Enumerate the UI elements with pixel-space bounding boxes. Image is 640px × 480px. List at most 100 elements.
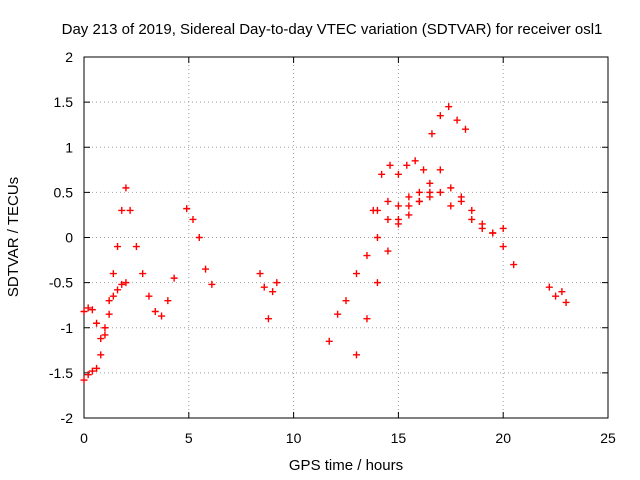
data-points	[80, 103, 570, 384]
y-tick-label: -0.5	[49, 275, 73, 291]
data-point	[468, 215, 476, 223]
data-point	[405, 193, 413, 201]
data-point	[256, 270, 264, 278]
data-point	[342, 297, 350, 305]
series-arc-8	[373, 188, 518, 269]
y-tick-label: 0.5	[54, 184, 74, 200]
data-point	[468, 206, 476, 214]
y-tick-label: -1.5	[49, 365, 73, 381]
data-point	[405, 211, 413, 219]
y-tick-label: 1	[65, 139, 73, 155]
data-point	[453, 116, 461, 124]
data-point	[114, 243, 122, 251]
series-arc-2	[80, 184, 130, 384]
data-point	[183, 205, 191, 213]
data-point	[378, 170, 386, 178]
data-point	[478, 220, 486, 228]
data-point	[558, 288, 566, 296]
data-point	[363, 315, 371, 323]
data-point	[552, 292, 560, 300]
x-tick-label: 10	[286, 430, 302, 446]
y-tick-label: -2	[61, 410, 74, 426]
data-point	[80, 308, 88, 316]
data-point	[126, 206, 134, 214]
data-point	[447, 202, 455, 210]
data-point	[325, 337, 333, 345]
data-point	[114, 286, 122, 294]
data-point	[420, 166, 428, 174]
data-point	[384, 215, 392, 223]
data-point	[109, 292, 117, 300]
data-point	[545, 283, 553, 291]
data-point	[334, 310, 342, 318]
x-tick-label: 20	[495, 430, 511, 446]
data-point	[195, 234, 203, 241]
data-point	[405, 202, 413, 210]
data-point	[436, 166, 444, 174]
data-point	[394, 202, 402, 210]
x-tick-labels: 0 5 10 15 20 25	[80, 430, 616, 446]
data-point	[118, 280, 126, 288]
data-point	[170, 274, 178, 282]
data-point	[415, 197, 423, 205]
data-point	[132, 243, 140, 251]
data-point	[352, 351, 360, 359]
data-point	[97, 351, 105, 359]
data-point	[109, 270, 117, 278]
y-tick-marks	[84, 56, 608, 419]
data-point	[499, 224, 507, 232]
data-point	[394, 170, 402, 178]
x-axis-label: GPS time / hours	[289, 457, 403, 474]
data-point	[93, 319, 101, 327]
data-point	[510, 261, 518, 269]
data-point	[97, 335, 105, 343]
y-tick-labels: -2 -1.5 -1 -0.5 0 0.5 1 1.5 2	[49, 49, 73, 426]
data-point	[80, 376, 88, 384]
data-point	[386, 161, 394, 169]
data-point	[369, 206, 377, 214]
data-point	[189, 215, 197, 223]
data-point	[384, 197, 392, 205]
data-point	[394, 215, 402, 223]
data-point	[93, 364, 101, 372]
data-point	[415, 188, 423, 196]
data-point	[352, 270, 360, 278]
x-tick-label: 25	[600, 430, 616, 446]
x-tick-marks	[83, 57, 609, 418]
series-arc-6	[325, 188, 434, 345]
data-point	[202, 265, 210, 273]
y-tick-label: 1.5	[54, 94, 74, 110]
series-arc-7	[352, 166, 507, 359]
data-point	[264, 315, 272, 323]
data-point	[373, 279, 381, 287]
y-tick-label: -1	[61, 320, 74, 336]
data-point	[447, 184, 455, 192]
data-point	[101, 331, 109, 339]
data-point	[269, 288, 277, 296]
data-point	[445, 103, 453, 111]
data-point	[426, 179, 434, 187]
data-point	[562, 298, 570, 306]
chart-title: Day 213 of 2019, Sidereal Day-to-day VTE…	[62, 21, 603, 38]
data-point	[139, 270, 147, 278]
data-point	[208, 280, 216, 288]
series-arc-9	[369, 103, 469, 214]
series-arc-3	[126, 206, 178, 320]
data-point	[84, 304, 92, 312]
data-point	[88, 306, 96, 314]
data-point	[84, 371, 92, 379]
data-point	[145, 292, 153, 300]
x-tick-label: 15	[391, 430, 407, 446]
data-point	[118, 206, 126, 214]
data-point	[373, 234, 381, 241]
y-axis-label: SDTVAR / TECUs	[5, 177, 22, 297]
x-tick-label: 0	[80, 430, 88, 446]
data-point	[411, 157, 419, 165]
series-arc-5	[256, 270, 281, 323]
data-point	[273, 279, 281, 287]
y-tick-label: 0	[65, 230, 73, 246]
series-arc-1	[80, 279, 130, 343]
data-point	[260, 283, 268, 291]
plot-area	[84, 57, 608, 418]
